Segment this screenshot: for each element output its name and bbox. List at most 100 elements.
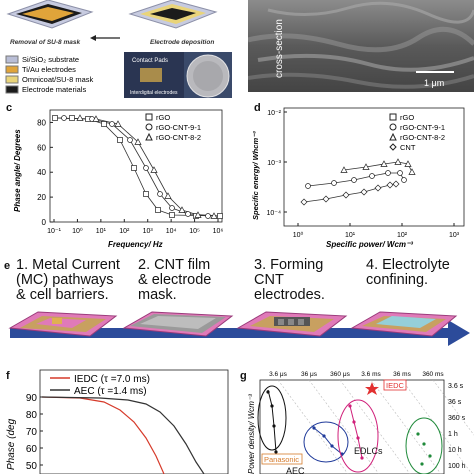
curve-cnt (303, 183, 397, 203)
curve-iedc (41, 396, 165, 474)
marker-rgo-cnt-8-2 (76, 114, 84, 121)
marker-rgo-cnt-8-2 (404, 160, 412, 167)
time-constant-line (401, 379, 473, 474)
time-constant-line (370, 379, 442, 474)
legend-marker-rgo-cnt-9-1 (389, 123, 397, 131)
marker-cnt (322, 195, 330, 203)
panel-d-letter: d (254, 102, 261, 114)
y-tick-label: 70 (26, 427, 38, 438)
y-tick-label: 50 (26, 461, 38, 472)
ragone-chart: 10⁻² 10⁻³ 10⁻⁴ 10⁰ 10¹ 10² 10³ Specific energ… (251, 107, 465, 249)
marker-rgo-cnt-9-1 (143, 165, 149, 171)
time-constant-line (339, 379, 411, 474)
ellipse-black-cluster (257, 385, 287, 451)
device-left (6, 0, 94, 29)
iedc-star-marker (365, 382, 379, 395)
marker-rgo-cnt-8-2 (340, 166, 348, 173)
legend-label-substrate: Si/SiO₂ substrate (22, 55, 79, 64)
y-tick-label: 10⁻² (267, 110, 281, 117)
marker-rgo (101, 121, 107, 127)
x-tick-label: 10¹ (96, 228, 107, 235)
aec-label: AEC (286, 466, 305, 474)
y-tick-label: 40 (37, 168, 46, 177)
panel-g-letter: g (240, 370, 247, 382)
process-device-3 (236, 311, 348, 337)
marker-rgo (69, 115, 75, 121)
panasonic-label: Panasonic (264, 455, 299, 464)
x-tick-label: 10¹ (345, 232, 356, 239)
top-tick-label: 3.6 ms (361, 371, 381, 378)
iedc-label: IEDC (386, 381, 405, 390)
curve-black (267, 389, 277, 453)
curve-rgo-cnt-8-2 (343, 161, 413, 173)
step-3-text: 3. Forming CNT electrodes. (254, 257, 325, 303)
marker-rgo-cnt-9-1 (401, 177, 407, 183)
process-device-2 (122, 311, 234, 337)
step-right-label: Electrode deposition (150, 39, 214, 46)
process-device-1 (8, 311, 118, 337)
y-tick-label: 60 (26, 444, 38, 455)
panel-f: f 908070605040 Phase (deg IEDC (τ =7.0 m… (0, 366, 234, 474)
step-left-label: Removal of SU-8 mask (10, 39, 80, 46)
panel-e: e 1. Metal Current (MC) pathways & cell … (0, 254, 474, 360)
panasonic-label-box (261, 453, 303, 465)
right-tick-label: 100 h (448, 463, 466, 470)
legend-swatch-mask (5, 75, 19, 84)
process-device-4 (350, 311, 458, 337)
marker-rgo-cnt-8-2 (150, 166, 158, 173)
step-4-text: 4. Electrolyte confining. (366, 257, 450, 288)
right-tick-label: 360 s (448, 415, 466, 422)
top-tick-label: 3.6 μs (269, 371, 288, 378)
marker-cnt (374, 184, 382, 192)
marker-rgo-cnt-9-1 (185, 211, 191, 217)
x-tick-label: 10² (397, 232, 408, 239)
photo-label-contact-pads: Contact Pads (132, 58, 168, 64)
legend-label-cnt: CNT (400, 143, 416, 152)
plot-frame (49, 109, 223, 223)
legend-label-rgo-cnt-8-2: rGO-CNT-8-2 (400, 133, 445, 142)
marker-rgo-cnt-9-1 (205, 213, 211, 219)
marker-rgo-cnt-9-1 (369, 173, 375, 179)
ragone-comparison-chart: 3.6 μs 36 μs 360 μs 3.6 ms 36 ms 360 ms 3.6 s… (247, 371, 474, 474)
process-flow (8, 311, 470, 346)
curve-aec (41, 396, 205, 474)
marker-rgo (217, 213, 223, 219)
plot-frame (259, 379, 445, 474)
photo-label-electrodes: Interdigital electrodes (130, 90, 178, 96)
time-constant-line (277, 379, 349, 474)
legend-swatch-electrodes (5, 65, 19, 74)
legend-label-mask: Omnicoat/SU-8 mask (22, 75, 94, 84)
marker-rgo-cnt-8-2 (362, 163, 370, 170)
legend-label-rgo-cnt-8-2: rGO-CNT-8-2 (156, 133, 201, 142)
ellipse-green-cluster (405, 417, 443, 474)
flow-arrow-shaft (10, 328, 460, 338)
legend-label-electrodes: Ti/Au electrodes (22, 65, 76, 74)
phase-angle-chart: 0 20 40 60 80 10⁻¹ 10⁰ 10¹ 10² 10³ 10⁴ 10⁵ 10⁶ Phas… (13, 109, 223, 249)
material-legend: Si/SiO₂ substrate Ti/Au electrodes Omnic… (5, 55, 94, 94)
panel-c: c 0 20 40 60 80 10⁻¹ 10⁰ 10¹ 10² 10³ 10⁴ 10⁵ 10⁶ Ph… (0, 100, 238, 250)
y-tick-label: 90 (26, 393, 38, 404)
panel-a: Removal of SU-8 mask Electrode depositio… (0, 0, 238, 100)
chart-legend: rGO rGO-CNT-9-1 rGO-CNT-8-2 (145, 113, 201, 142)
marker-rgo (131, 165, 137, 171)
y-tick-label: 80 (37, 118, 46, 127)
marker-rgo-cnt-8-2 (92, 115, 100, 122)
cross-section-label: cross-section (274, 19, 285, 78)
device-photo: Contact Pads Interdigital electrodes (124, 52, 232, 98)
marker-rgo-cnt-9-1 (61, 115, 67, 121)
top-tick-label: 360 μs (330, 371, 350, 378)
y-tick-label: 60 (37, 143, 46, 152)
right-tick-label: 36 s (448, 399, 462, 406)
sem-cross-section: cross-section 1 μm (248, 0, 474, 92)
phase-response-chart: 908070605040 Phase (deg IEDC (τ =7.0 ms)… (6, 369, 229, 474)
marker-rgo (155, 207, 161, 213)
y-tick-label: 10⁻⁴ (267, 210, 282, 217)
y-tick-label: 10⁻³ (267, 160, 281, 167)
scale-bar-label: 1 μm (424, 78, 444, 88)
y-tick-label: 80 (26, 410, 38, 421)
marker-rgo-cnt-9-1 (385, 170, 391, 176)
marker-rgo-cnt-9-1 (397, 170, 403, 176)
marker-rgo-cnt-8-2 (194, 211, 202, 218)
flow-arrow-head (448, 320, 470, 346)
legend-marker-rgo (145, 113, 153, 121)
